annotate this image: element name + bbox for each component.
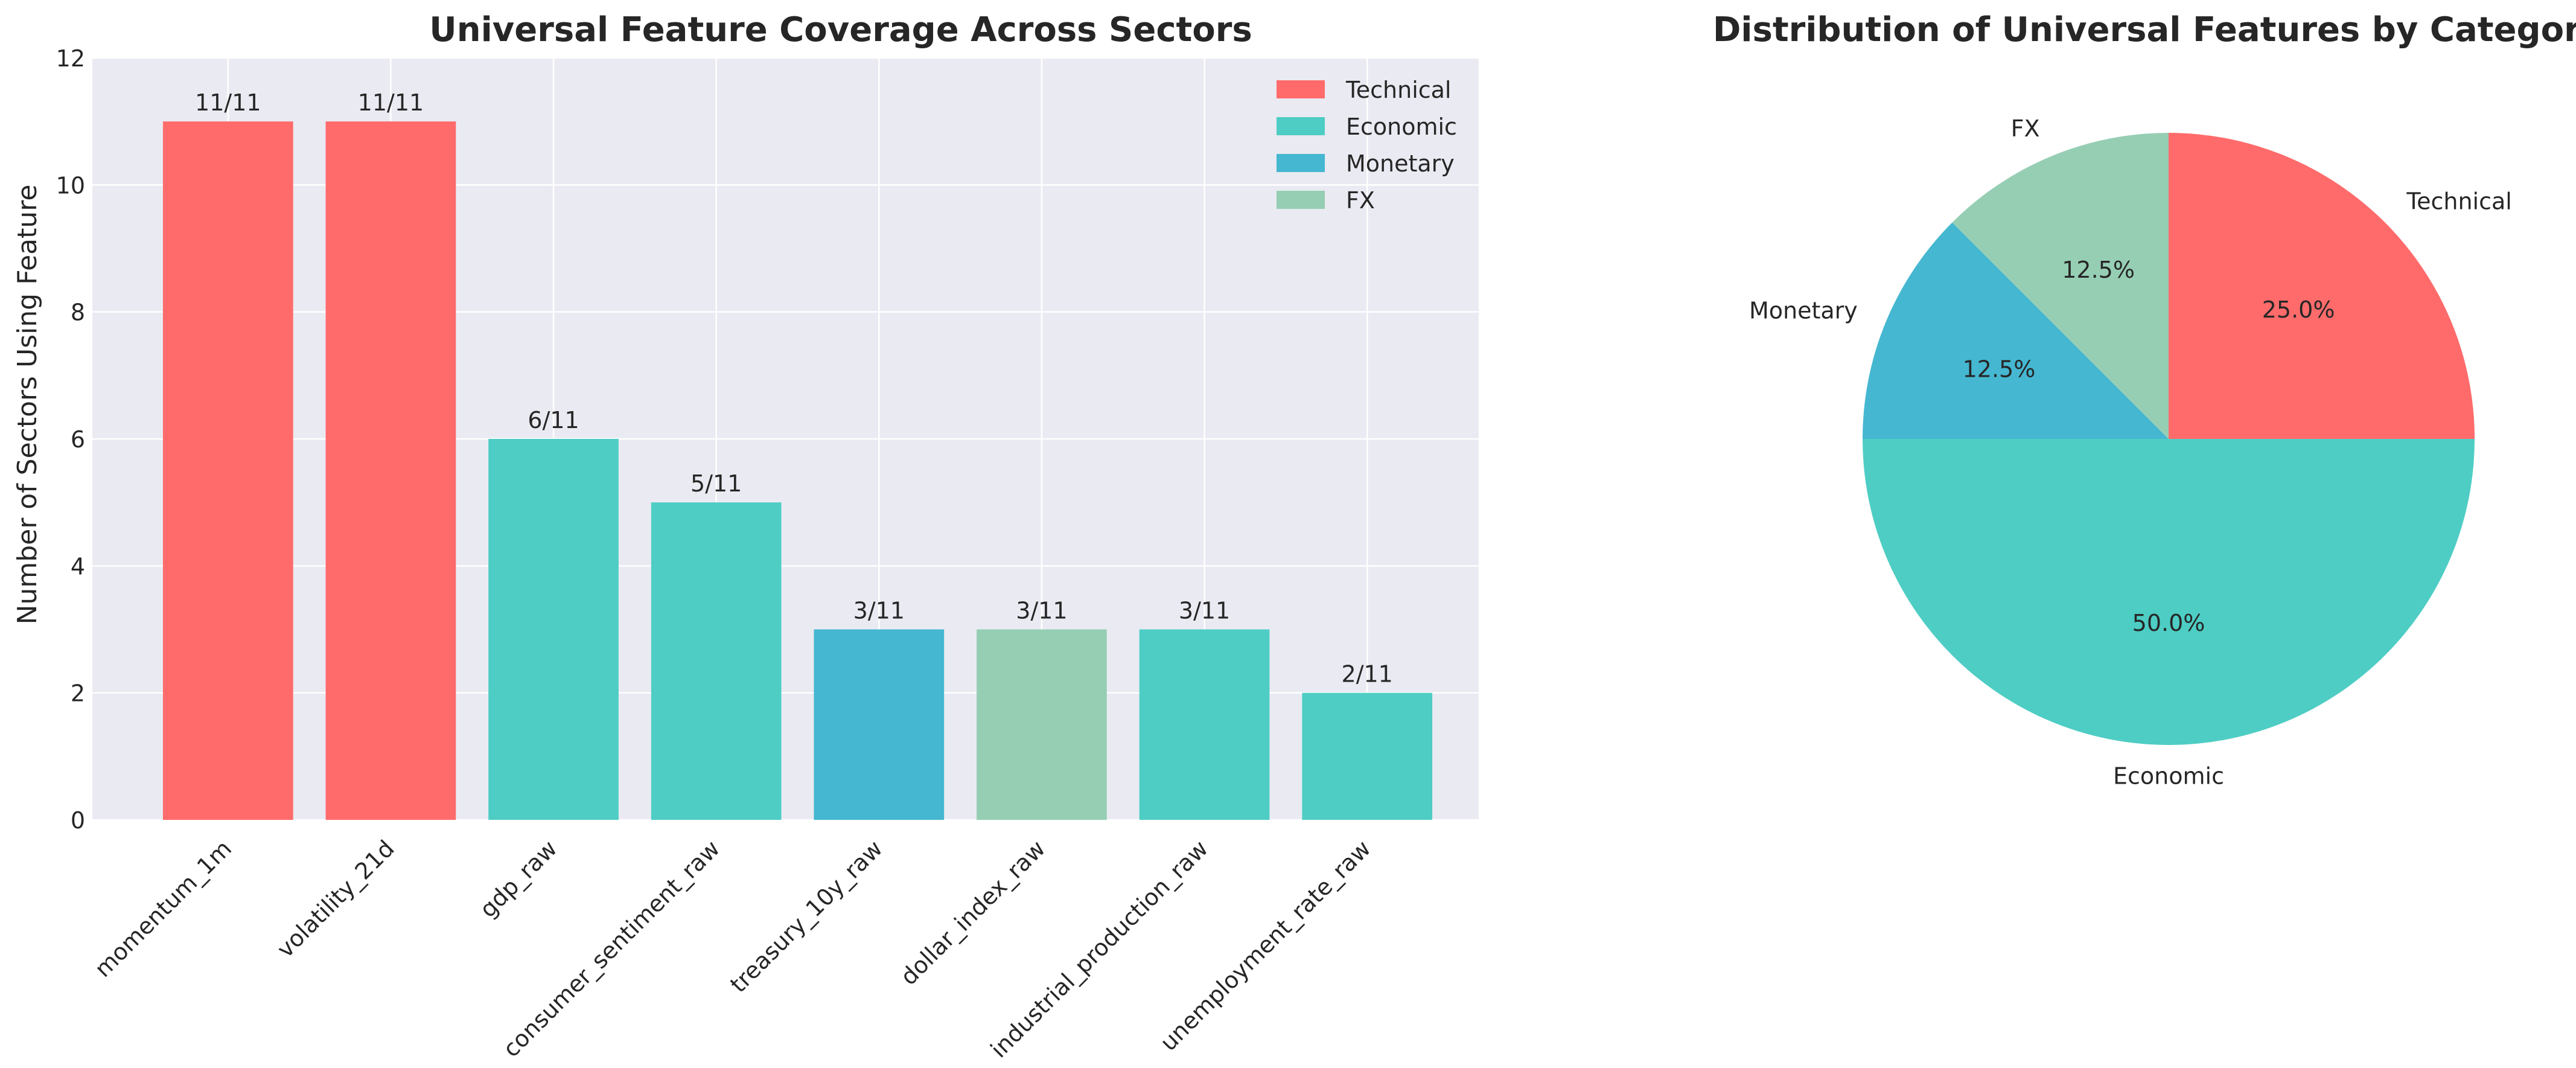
bar-data-label: 6/11: [528, 407, 579, 433]
pie-percent-label: 12.5%: [1963, 356, 2036, 383]
legend-swatch-fx: [1277, 191, 1325, 209]
y-tick-label: 8: [71, 299, 85, 326]
pie-percent-labels: 25.0% 50.0% 12.5% 12.5%: [1963, 257, 2335, 636]
bar-data-label: 3/11: [1179, 598, 1230, 624]
bar-consumer_sentiment_raw: [651, 502, 782, 820]
pie-percent-label: 12.5%: [2062, 257, 2135, 283]
bar-data-label: 11/11: [358, 89, 424, 116]
bar-y-axis-label: Number of Sectors Using Feature: [12, 185, 43, 625]
bar-data-label: 3/11: [1016, 598, 1067, 624]
pie-slice-fx: [1952, 133, 2169, 439]
pie-category-labels: Technical Economic Monetary FX: [1749, 115, 2512, 790]
bar-series: [162, 121, 1433, 820]
pie-chart-title: Distribution of Universal Features by Ca…: [1713, 10, 2576, 50]
bar-legend: Technical Economic Monetary FX: [1277, 77, 1457, 214]
bar-chart-title: Universal Feature Coverage Across Sector…: [429, 10, 1252, 50]
y-tick-label: 2: [71, 680, 85, 707]
bar-y-tick-labels: 0 2 4 6 8 10 12: [56, 45, 85, 834]
legend-label: Technical: [1345, 77, 1452, 103]
bar-data-label: 11/11: [195, 89, 261, 116]
pie-chart-panel: Distribution of Universal Features by Ca…: [1713, 10, 2576, 790]
bar-unemployment_rate_raw: [1302, 692, 1433, 820]
pie-slice-monetary: [1863, 222, 2169, 439]
legend-swatch-economic: [1277, 117, 1325, 135]
bar-momentum_1m: [162, 121, 293, 820]
bar-data-label: 3/11: [853, 598, 905, 624]
legend-swatch-technical: [1277, 80, 1325, 98]
y-tick-label: 6: [71, 426, 85, 453]
y-tick-label: 10: [56, 172, 85, 199]
bar-dollar_index_raw: [977, 629, 1107, 820]
pie-category-label: Monetary: [1749, 298, 1858, 324]
legend-swatch-monetary: [1277, 154, 1325, 172]
bar-treasury_10y_raw: [814, 629, 945, 820]
pie-percent-label: 50.0%: [2132, 610, 2205, 636]
pie-percent-label: 25.0%: [2262, 296, 2335, 323]
legend-label: Economic: [1346, 114, 1457, 140]
bar-industrial_production_raw: [1139, 629, 1270, 820]
bar-volatility_21d: [325, 121, 456, 820]
pie-slice-economic: [1863, 439, 2475, 745]
bar-data-label: 5/11: [690, 470, 742, 497]
bar-data-label: 2/11: [1342, 661, 1393, 688]
pie-slice-technical: [2169, 133, 2475, 439]
y-tick-label: 0: [71, 807, 85, 834]
legend-label: FX: [1346, 187, 1375, 214]
pie-category-label: Economic: [2113, 763, 2224, 790]
bar-data-labels: 11/11 11/11 6/11 5/11 3/11 3/11 3/11 2/11: [195, 89, 1393, 687]
bar-gdp_raw: [488, 439, 619, 820]
y-tick-label: 4: [71, 553, 85, 580]
legend-label: Monetary: [1346, 150, 1455, 177]
pie-category-label: FX: [2011, 115, 2040, 142]
y-tick-label: 12: [56, 45, 85, 72]
pie-category-label: Technical: [2406, 188, 2512, 215]
pie-series: [1863, 133, 2475, 745]
